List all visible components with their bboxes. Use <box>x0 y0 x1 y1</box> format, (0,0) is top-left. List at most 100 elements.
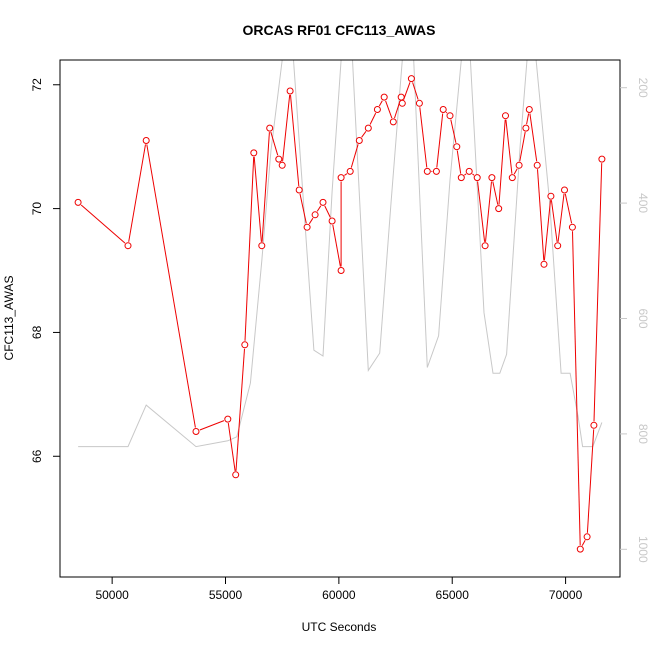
cfc113-point <box>554 242 562 250</box>
cfc113-line-segment <box>361 131 367 138</box>
cfc113-line-segment <box>344 173 348 176</box>
cfc113-line-segment <box>244 156 255 341</box>
cfc113-point <box>407 75 415 83</box>
cfc113-point <box>250 149 258 157</box>
x-tick-label: 70000 <box>549 588 583 602</box>
cfc113-point <box>389 118 397 126</box>
y-tick-label: 70 <box>30 202 44 216</box>
series-layer <box>74 60 606 553</box>
cfc113-point <box>522 124 530 132</box>
cfc113-point <box>598 155 606 163</box>
cfc113-point <box>502 112 509 120</box>
cfc113-point <box>488 174 496 182</box>
cfc113-point <box>74 198 82 206</box>
x-axis-label: UTC Seconds <box>302 620 377 634</box>
cfc113-point <box>561 186 568 194</box>
x-tick-label: 60000 <box>322 588 356 602</box>
cfc113-point <box>124 242 132 250</box>
cfc113-line-segment <box>550 200 558 242</box>
cfc113-line-segment <box>557 193 565 242</box>
cfc113-line-segment <box>332 224 341 267</box>
x-tick-label: 55000 <box>209 588 243 602</box>
cfc113-point <box>547 192 555 200</box>
cfc113-line-segment <box>543 200 551 261</box>
cfc113-point <box>142 137 150 144</box>
cfc113-point <box>446 112 454 120</box>
cfc113-line-segment <box>445 111 448 114</box>
cfc113-line-segment <box>485 181 492 242</box>
cfc113-point <box>583 533 591 541</box>
cfc113-line-segment <box>369 112 377 125</box>
cfc113-line-segment <box>282 94 291 162</box>
cfc113-point <box>337 174 345 182</box>
cfc113-point <box>397 93 405 101</box>
cfc113-line-segment <box>261 132 270 242</box>
cfc113-point <box>481 242 489 250</box>
cfc113-line-segment <box>572 231 581 546</box>
cfc113-line-segment <box>128 144 146 242</box>
cfc113-point <box>568 223 576 231</box>
y2-tick-label: 200 <box>636 78 650 98</box>
cfc113-line-segment <box>235 348 245 471</box>
cfc113-point <box>232 471 240 479</box>
cfc113-line-segment <box>290 94 300 187</box>
cfc113-line-segment <box>378 100 383 107</box>
cfc113-line-segment <box>519 131 526 162</box>
cfc113-line-segment <box>581 540 586 546</box>
cfc113-line-segment <box>593 163 603 422</box>
cfc113-point <box>439 106 447 113</box>
cfc113-line-segment <box>299 193 307 224</box>
cfc113-line-segment <box>80 204 126 244</box>
cfc113-point <box>533 161 541 169</box>
cfc113-line-segment <box>498 119 506 205</box>
axes-layer: 50000 55000 60000 65000 70000 66 68 70 72 200 400 6… <box>30 59 650 602</box>
cfc113-point <box>590 421 598 429</box>
cfc113-line-segment <box>472 173 475 176</box>
cfc113-point <box>495 205 503 213</box>
cfc113-line-segment <box>586 429 595 533</box>
cfc113-line-segment <box>477 181 486 242</box>
cfc113-point <box>328 217 336 225</box>
y2-tick-label: 1000 <box>636 536 650 563</box>
cfc113-line-segment <box>308 217 314 225</box>
cfc113-line-segment <box>456 150 462 174</box>
cfc113-point <box>266 124 274 132</box>
cfc113-point <box>373 106 381 113</box>
cfc113-point <box>432 167 440 175</box>
cfc113-point <box>275 155 283 163</box>
cfc113-point <box>303 223 311 231</box>
cfc113-point <box>311 211 319 219</box>
cfc113-line-segment <box>529 113 538 162</box>
cfc113-point <box>508 174 516 182</box>
cfc113-point <box>525 106 533 113</box>
y2-tick-label: 800 <box>636 424 650 444</box>
cfc113-point <box>258 242 266 250</box>
y-tick-label: 66 <box>30 449 44 463</box>
cfc113-point <box>355 137 363 144</box>
y-tick-label: 72 <box>30 78 44 92</box>
cfc113-line-segment <box>412 82 419 100</box>
cfc113-line-segment <box>513 168 518 175</box>
cfc113-point <box>364 124 372 132</box>
cfc113-point <box>453 143 461 151</box>
cfc113-point <box>540 260 548 268</box>
cfc113-line-segment <box>146 144 196 428</box>
cfc113-line-segment <box>385 100 393 119</box>
cfc113-line-segment <box>492 181 499 205</box>
cfc113-line-segment <box>464 173 467 176</box>
cfc113-line-segment <box>403 82 411 100</box>
cfc113-line-segment <box>270 131 279 156</box>
cfc113-point <box>457 174 465 182</box>
pressure-line <box>78 60 603 448</box>
cfc113-line-segment <box>316 205 322 212</box>
cfc113-point <box>295 186 303 194</box>
cfc113-point <box>241 341 249 349</box>
x-tick-label: 50000 <box>95 588 129 602</box>
cfc113-point <box>423 167 431 175</box>
y-axis-label: CFC113_AWAS <box>2 276 16 361</box>
cfc113-line-segment <box>253 156 262 242</box>
y2-tick-label: 400 <box>636 193 650 213</box>
y-tick-label: 68 <box>30 325 44 339</box>
cfc113-line-segment <box>419 107 428 168</box>
